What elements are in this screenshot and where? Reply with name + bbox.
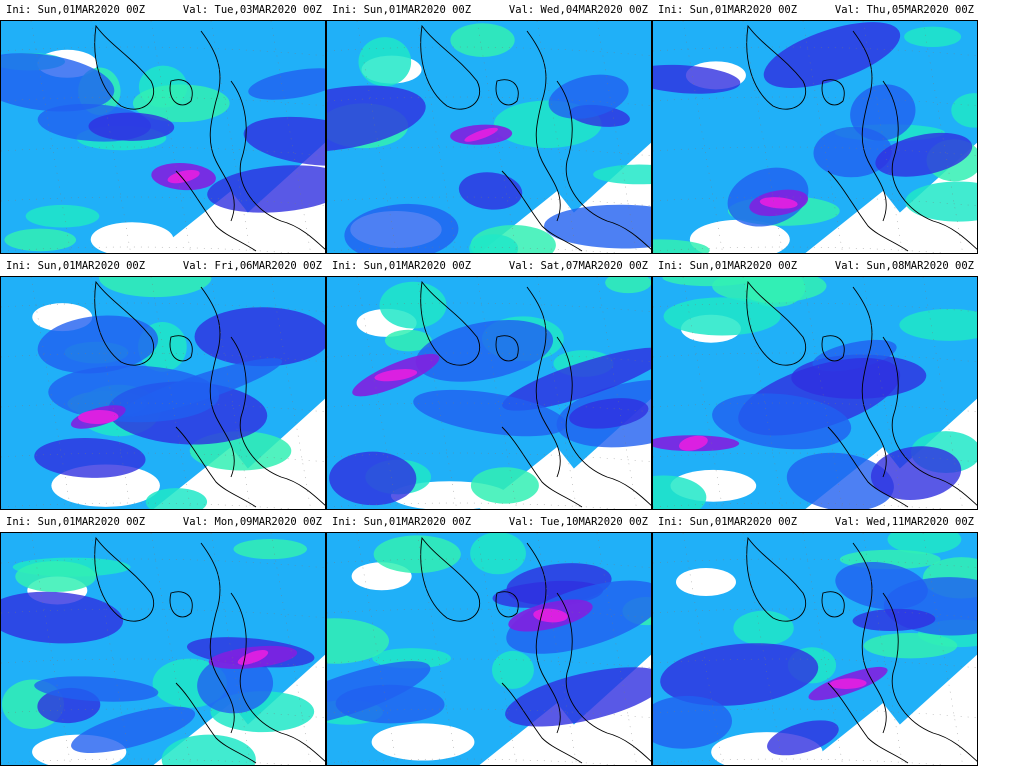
- forecast-panel-9: Ini: Sun,01MAR2020 00Z Val: Wed,11MAR202…: [652, 512, 978, 768]
- forecast-panel-6: Ini: Sun,01MAR2020 00Z Val: Sun,08MAR202…: [652, 256, 978, 512]
- init-time-label: Ini: Sun,01MAR2020 00Z: [6, 260, 146, 272]
- valid-time-label: Val: Tue,03MAR2020 00Z: [182, 4, 322, 16]
- forecast-panel-2: Ini: Sun,01MAR2020 00Z Val: Wed,04MAR202…: [326, 0, 652, 256]
- precip-map: [0, 532, 326, 766]
- map-graphic: [1, 277, 325, 509]
- precip-map: [652, 276, 978, 510]
- valid-time-label: Val: Tue,10MAR2020 00Z: [508, 516, 648, 528]
- map-graphic: [1, 21, 325, 253]
- map-graphic: [327, 21, 651, 253]
- map-graphic: [1, 533, 325, 765]
- map-graphic: [653, 277, 977, 509]
- forecast-panel-1: Ini: Sun,01MAR2020 00Z Val: Tue,03MAR202…: [0, 0, 326, 256]
- valid-time-label: Val: Fri,06MAR2020 00Z: [182, 260, 322, 272]
- precip-map: [326, 276, 652, 510]
- valid-time-label: Val: Mon,09MAR2020 00Z: [182, 516, 322, 528]
- map-graphic: [327, 533, 651, 765]
- init-time-label: Ini: Sun,01MAR2020 00Z: [332, 260, 472, 272]
- valid-time-label: Val: Wed,11MAR2020 00Z: [834, 516, 974, 528]
- precip-map: [652, 20, 978, 254]
- forecast-panel-5: Ini: Sun,01MAR2020 00Z Val: Sat,07MAR202…: [326, 256, 652, 512]
- init-time-label: Ini: Sun,01MAR2020 00Z: [6, 4, 146, 16]
- valid-time-label: Val: Thu,05MAR2020 00Z: [834, 4, 974, 16]
- init-time-label: Ini: Sun,01MAR2020 00Z: [6, 516, 146, 528]
- forecast-panel-3: Ini: Sun,01MAR2020 00Z Val: Thu,05MAR202…: [652, 0, 978, 256]
- panel-header: Ini: Sun,01MAR2020 00Z Val: Wed,11MAR202…: [652, 512, 978, 532]
- valid-time-label: Val: Wed,04MAR2020 00Z: [508, 4, 648, 16]
- precip-map: [326, 532, 652, 766]
- forecast-panel-8: Ini: Sun,01MAR2020 00Z Val: Tue,10MAR202…: [326, 512, 652, 768]
- panel-header: Ini: Sun,01MAR2020 00Z Val: Sat,07MAR202…: [326, 256, 652, 276]
- panel-header: Ini: Sun,01MAR2020 00Z Val: Mon,09MAR202…: [0, 512, 326, 532]
- valid-time-label: Val: Sat,07MAR2020 00Z: [508, 260, 648, 272]
- precip-map: [326, 20, 652, 254]
- panel-header: Ini: Sun,01MAR2020 00Z Val: Fri,06MAR202…: [0, 256, 326, 276]
- forecast-panel-7: Ini: Sun,01MAR2020 00Z Val: Mon,09MAR202…: [0, 512, 326, 768]
- panel-header: Ini: Sun,01MAR2020 00Z Val: Thu,05MAR202…: [652, 0, 978, 20]
- panel-header: Ini: Sun,01MAR2020 00Z Val: Tue,10MAR202…: [326, 512, 652, 532]
- init-time-label: Ini: Sun,01MAR2020 00Z: [658, 516, 798, 528]
- panel-header: Ini: Sun,01MAR2020 00Z Val: Tue,03MAR202…: [0, 0, 326, 20]
- init-time-label: Ini: Sun,01MAR2020 00Z: [658, 4, 798, 16]
- init-time-label: Ini: Sun,01MAR2020 00Z: [332, 4, 472, 16]
- valid-time-label: Val: Sun,08MAR2020 00Z: [834, 260, 974, 272]
- init-time-label: Ini: Sun,01MAR2020 00Z: [332, 516, 472, 528]
- panel-header: Ini: Sun,01MAR2020 00Z Val: Sun,08MAR202…: [652, 256, 978, 276]
- precip-map: [0, 20, 326, 254]
- map-graphic: [653, 533, 977, 765]
- forecast-panel-4: Ini: Sun,01MAR2020 00Z Val: Fri,06MAR202…: [0, 256, 326, 512]
- panel-header: Ini: Sun,01MAR2020 00Z Val: Wed,04MAR202…: [326, 0, 652, 20]
- map-graphic: [327, 277, 651, 509]
- precip-map: [0, 276, 326, 510]
- map-graphic: [653, 21, 977, 253]
- precip-map: [652, 532, 978, 766]
- init-time-label: Ini: Sun,01MAR2020 00Z: [658, 260, 798, 272]
